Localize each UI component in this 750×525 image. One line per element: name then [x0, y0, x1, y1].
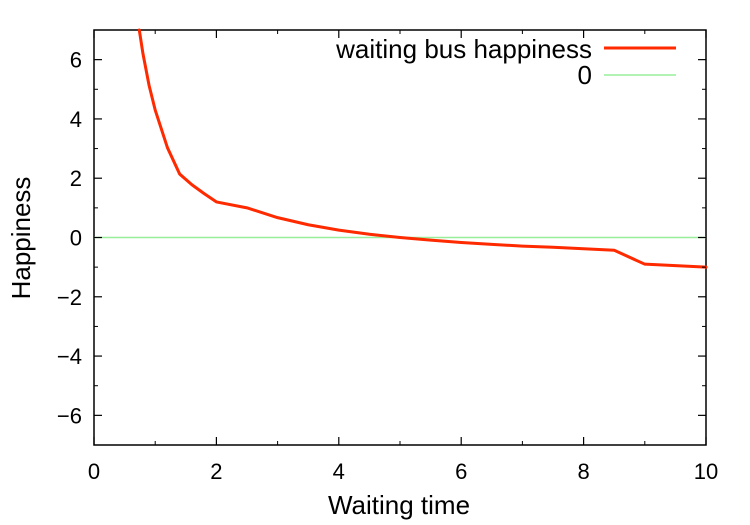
x-tick-label: 8 — [577, 459, 589, 484]
x-tick-label: 4 — [333, 459, 345, 484]
y-tick-label: 2 — [70, 166, 82, 191]
series-layer — [137, 28, 708, 269]
y-tick-label: −2 — [57, 285, 82, 310]
y-axis-title: Happiness — [6, 177, 36, 300]
tick-layer: 0 2 4 6 8 10 −6 −4 −2 0 2 4 6 — [57, 29, 718, 484]
y-tick-label: 0 — [70, 226, 82, 251]
x-tick-label: 2 — [210, 459, 222, 484]
series-line-waiting-bus-happiness — [137, 28, 708, 269]
x-axis-title: Waiting time — [328, 490, 470, 520]
legend-label-waiting-bus-happiness: waiting bus happiness — [335, 34, 592, 64]
y-tick-label: 6 — [70, 48, 82, 73]
legend-label-zero: 0 — [578, 60, 592, 90]
x-tick-label: 10 — [694, 459, 718, 484]
y-tick-label: 4 — [70, 107, 82, 132]
y-tick-label: −4 — [57, 344, 82, 369]
x-tick-label: 6 — [455, 459, 467, 484]
x-tick-label: 0 — [88, 459, 100, 484]
y-tick-label: −6 — [57, 403, 82, 428]
legend: waiting bus happiness 0 — [335, 34, 676, 90]
